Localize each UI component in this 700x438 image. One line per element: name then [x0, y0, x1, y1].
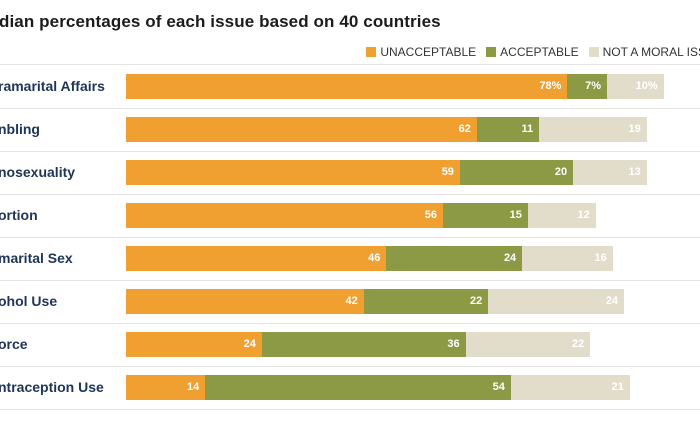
category-label-extramarital-affairs: ramarital Affairs	[0, 78, 105, 94]
legend-label-unacceptable: UNACCEPTABLE	[380, 45, 477, 59]
row-divider	[0, 323, 700, 324]
bar-acceptable-contraception-use	[205, 375, 511, 400]
value-label-acceptable-divorce: 36	[447, 338, 460, 350]
category-label-alcohol-use: ohol Use	[0, 293, 58, 309]
bar-unacceptable-contraception-use	[126, 375, 206, 400]
category-label-homosexuality: nosexuality	[0, 164, 76, 180]
row-divider	[0, 409, 700, 410]
legend-swatch-unacceptable	[366, 47, 377, 57]
row-divider	[0, 64, 700, 65]
category-label-premarital-sex: marital Sex	[0, 250, 73, 266]
category-label-divorce: orce	[0, 336, 28, 352]
bar-unacceptable-premarital-sex	[126, 246, 387, 271]
value-label-unacceptable-homosexuality: 59	[441, 166, 454, 178]
bar-acceptable-premarital-sex	[386, 246, 523, 271]
value-label-unacceptable-divorce: 24	[243, 338, 256, 350]
legend-item-not-moral-issue: NOT A MORAL ISS	[588, 45, 700, 59]
row-divider	[0, 151, 700, 152]
bar-acceptable-extramarital-affairs	[567, 74, 608, 99]
legend-item-acceptable: ACCEPTABLE	[486, 45, 579, 59]
value-label-not-a-moral-issue-divorce: 22	[571, 338, 585, 350]
value-label-not-a-moral-issue-abortion: 12	[577, 209, 590, 221]
value-label-not-a-moral-issue-premarital-sex: 16	[594, 252, 607, 264]
bar-not-a-moral-issue-abortion	[527, 203, 596, 228]
row-divider	[0, 366, 700, 367]
bar-acceptable-homosexuality	[459, 160, 574, 185]
bar-unacceptable-abortion	[126, 203, 443, 228]
value-label-acceptable-abortion: 15	[509, 209, 522, 221]
legend-swatch-not-moral-issue	[588, 47, 599, 57]
bar-acceptable-abortion	[442, 203, 528, 228]
bar-acceptable-gambling	[476, 117, 540, 142]
bar-acceptable-divorce	[261, 332, 466, 357]
bar-acceptable-alcohol-use	[363, 289, 489, 314]
value-label-not-a-moral-issue-gambling: 19	[628, 123, 641, 135]
bar-not-a-moral-issue-homosexuality	[573, 160, 647, 185]
row-divider	[0, 108, 700, 109]
value-label-acceptable-gambling: 11	[521, 123, 534, 135]
value-label-unacceptable-alcohol-use: 42	[345, 295, 358, 307]
value-label-unacceptable-abortion: 56	[424, 209, 437, 221]
row-divider	[0, 280, 700, 281]
value-label-unacceptable-contraception-use: 14	[186, 381, 200, 393]
legend-item-unacceptable: UNACCEPTABLE	[366, 45, 476, 59]
bar-unacceptable-gambling	[126, 117, 477, 142]
category-label-abortion: ortion	[0, 207, 38, 223]
value-label-acceptable-contraception-use: 54	[492, 381, 505, 393]
bar-not-a-moral-issue-alcohol-use	[488, 289, 625, 314]
chart-legend: UNACCEPTABLE ACCEPTABLE NOT A MORAL ISS	[366, 45, 700, 59]
value-label-not-a-moral-issue-extramarital-affairs: 10%	[635, 80, 658, 92]
bar-unacceptable-alcohol-use	[126, 289, 364, 314]
bar-unacceptable-divorce	[126, 332, 262, 357]
bar-not-a-moral-issue-contraception-use	[510, 375, 630, 400]
value-label-acceptable-homosexuality: 20	[554, 166, 568, 178]
value-label-unacceptable-extramarital-affairs: 78%	[539, 80, 562, 92]
value-label-not-a-moral-issue-homosexuality: 13	[628, 166, 641, 178]
legend-swatch-acceptable	[486, 47, 497, 57]
legend-label-not-moral-issue: NOT A MORAL ISS	[602, 45, 700, 59]
bar-not-a-moral-issue-gambling	[539, 117, 647, 142]
value-label-not-a-moral-issue-contraception-use: 21	[611, 381, 624, 393]
value-label-unacceptable-premarital-sex: 46	[368, 252, 381, 264]
value-label-acceptable-premarital-sex: 24	[503, 252, 517, 264]
bar-not-a-moral-issue-extramarital-affairs	[607, 74, 664, 99]
legend-label-acceptable: ACCEPTABLE	[500, 45, 579, 59]
chart-title: dian percentages of each issue based on …	[0, 12, 441, 31]
bar-not-a-moral-issue-divorce	[465, 332, 591, 357]
category-label-gambling: nbling	[0, 121, 40, 137]
category-label-contraception-use: ntraception Use	[0, 379, 104, 395]
row-divider	[0, 237, 700, 238]
bar-unacceptable-extramarital-affairs	[126, 74, 568, 99]
value-label-unacceptable-gambling: 62	[458, 123, 471, 135]
value-label-acceptable-alcohol-use: 22	[469, 295, 483, 307]
value-label-acceptable-extramarital-affairs: 7%	[585, 80, 602, 92]
bar-not-a-moral-issue-premarital-sex	[522, 246, 613, 271]
row-divider	[0, 194, 700, 195]
value-label-not-a-moral-issue-alcohol-use: 24	[605, 295, 619, 307]
bar-unacceptable-homosexuality	[126, 160, 460, 185]
